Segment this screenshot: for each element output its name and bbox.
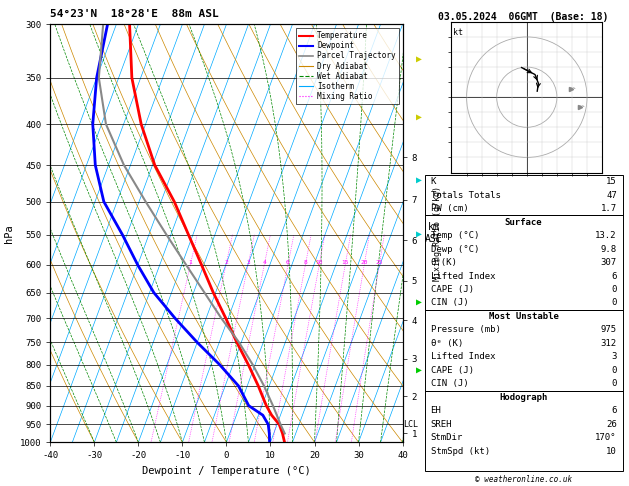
Text: 2: 2 [224,260,228,265]
Text: 10: 10 [606,447,617,456]
Text: ▶: ▶ [416,364,421,374]
Text: 975: 975 [601,326,617,334]
Bar [425,215,623,310]
Text: LCL: LCL [403,420,418,429]
Text: 0: 0 [611,298,617,308]
Text: 1: 1 [189,260,192,265]
Text: 20: 20 [360,260,368,265]
Text: Temp (°C): Temp (°C) [430,231,479,240]
Legend: Temperature, Dewpoint, Parcel Trajectory, Dry Adiabat, Wet Adiabat, Isotherm, Mi: Temperature, Dewpoint, Parcel Trajectory… [296,28,399,104]
Text: kt: kt [453,28,463,37]
Y-axis label: hPa: hPa [4,224,14,243]
Text: Lifted Index: Lifted Index [430,352,495,362]
Text: ▶: ▶ [416,228,421,238]
Text: ▶: ▶ [416,175,421,185]
Text: >>: >> [570,87,576,92]
Text: Most Unstable: Most Unstable [489,312,559,321]
Text: CIN (J): CIN (J) [430,380,468,388]
Text: CAPE (J): CAPE (J) [430,366,474,375]
Text: K: K [430,177,436,186]
Text: 13.2: 13.2 [595,231,617,240]
Text: 0: 0 [611,285,617,294]
Text: 15: 15 [606,177,617,186]
Text: Hodograph: Hodograph [499,393,548,402]
Text: >>: >> [579,104,585,109]
Text: 15: 15 [342,260,349,265]
Text: 26: 26 [606,420,617,429]
Text: 3: 3 [611,352,617,362]
Text: SREH: SREH [430,420,452,429]
Text: 170°: 170° [595,433,617,442]
Text: Pressure (mb): Pressure (mb) [430,326,501,334]
Text: CAPE (J): CAPE (J) [430,285,474,294]
Text: StmSpd (kt): StmSpd (kt) [430,447,489,456]
Text: 54°23'N  18°28'E  88m ASL: 54°23'N 18°28'E 88m ASL [50,9,219,19]
Text: © weatheronline.co.uk: © weatheronline.co.uk [475,474,572,484]
Text: Dewp (°C): Dewp (°C) [430,244,479,254]
Text: EH: EH [430,406,442,415]
Text: 3: 3 [246,260,250,265]
Text: Totals Totals: Totals Totals [430,191,501,200]
Text: Lifted Index: Lifted Index [430,272,495,280]
Bar [425,175,623,215]
Text: Mixing Ratio (g/kg): Mixing Ratio (g/kg) [433,186,442,281]
Text: ▶: ▶ [416,112,421,122]
Text: PW (cm): PW (cm) [430,204,468,213]
Text: 25: 25 [376,260,383,265]
Text: 47: 47 [606,191,617,200]
Text: 6: 6 [611,406,617,415]
Text: 9.8: 9.8 [601,244,617,254]
Text: θᵉ (K): θᵉ (K) [430,339,463,348]
Text: 6: 6 [286,260,290,265]
Text: 0: 0 [611,366,617,375]
Text: 6: 6 [611,272,617,280]
Text: 10: 10 [316,260,323,265]
Text: 0: 0 [611,380,617,388]
Text: 03.05.2024  06GMT  (Base: 18): 03.05.2024 06GMT (Base: 18) [438,12,609,22]
Text: 4: 4 [262,260,266,265]
Text: θᵉ(K): θᵉ(K) [430,258,457,267]
X-axis label: Dewpoint / Temperature (°C): Dewpoint / Temperature (°C) [142,466,311,476]
Text: ▶: ▶ [416,53,421,63]
Text: 8: 8 [303,260,307,265]
Text: 1.7: 1.7 [601,204,617,213]
Bar [425,310,623,391]
Text: CIN (J): CIN (J) [430,298,468,308]
Y-axis label: km
ASL: km ASL [425,223,442,244]
Text: ▶: ▶ [416,296,421,306]
Text: StmDir: StmDir [430,433,463,442]
Bar [425,391,623,471]
Text: 307: 307 [601,258,617,267]
Text: Surface: Surface [505,218,542,226]
Text: 312: 312 [601,339,617,348]
